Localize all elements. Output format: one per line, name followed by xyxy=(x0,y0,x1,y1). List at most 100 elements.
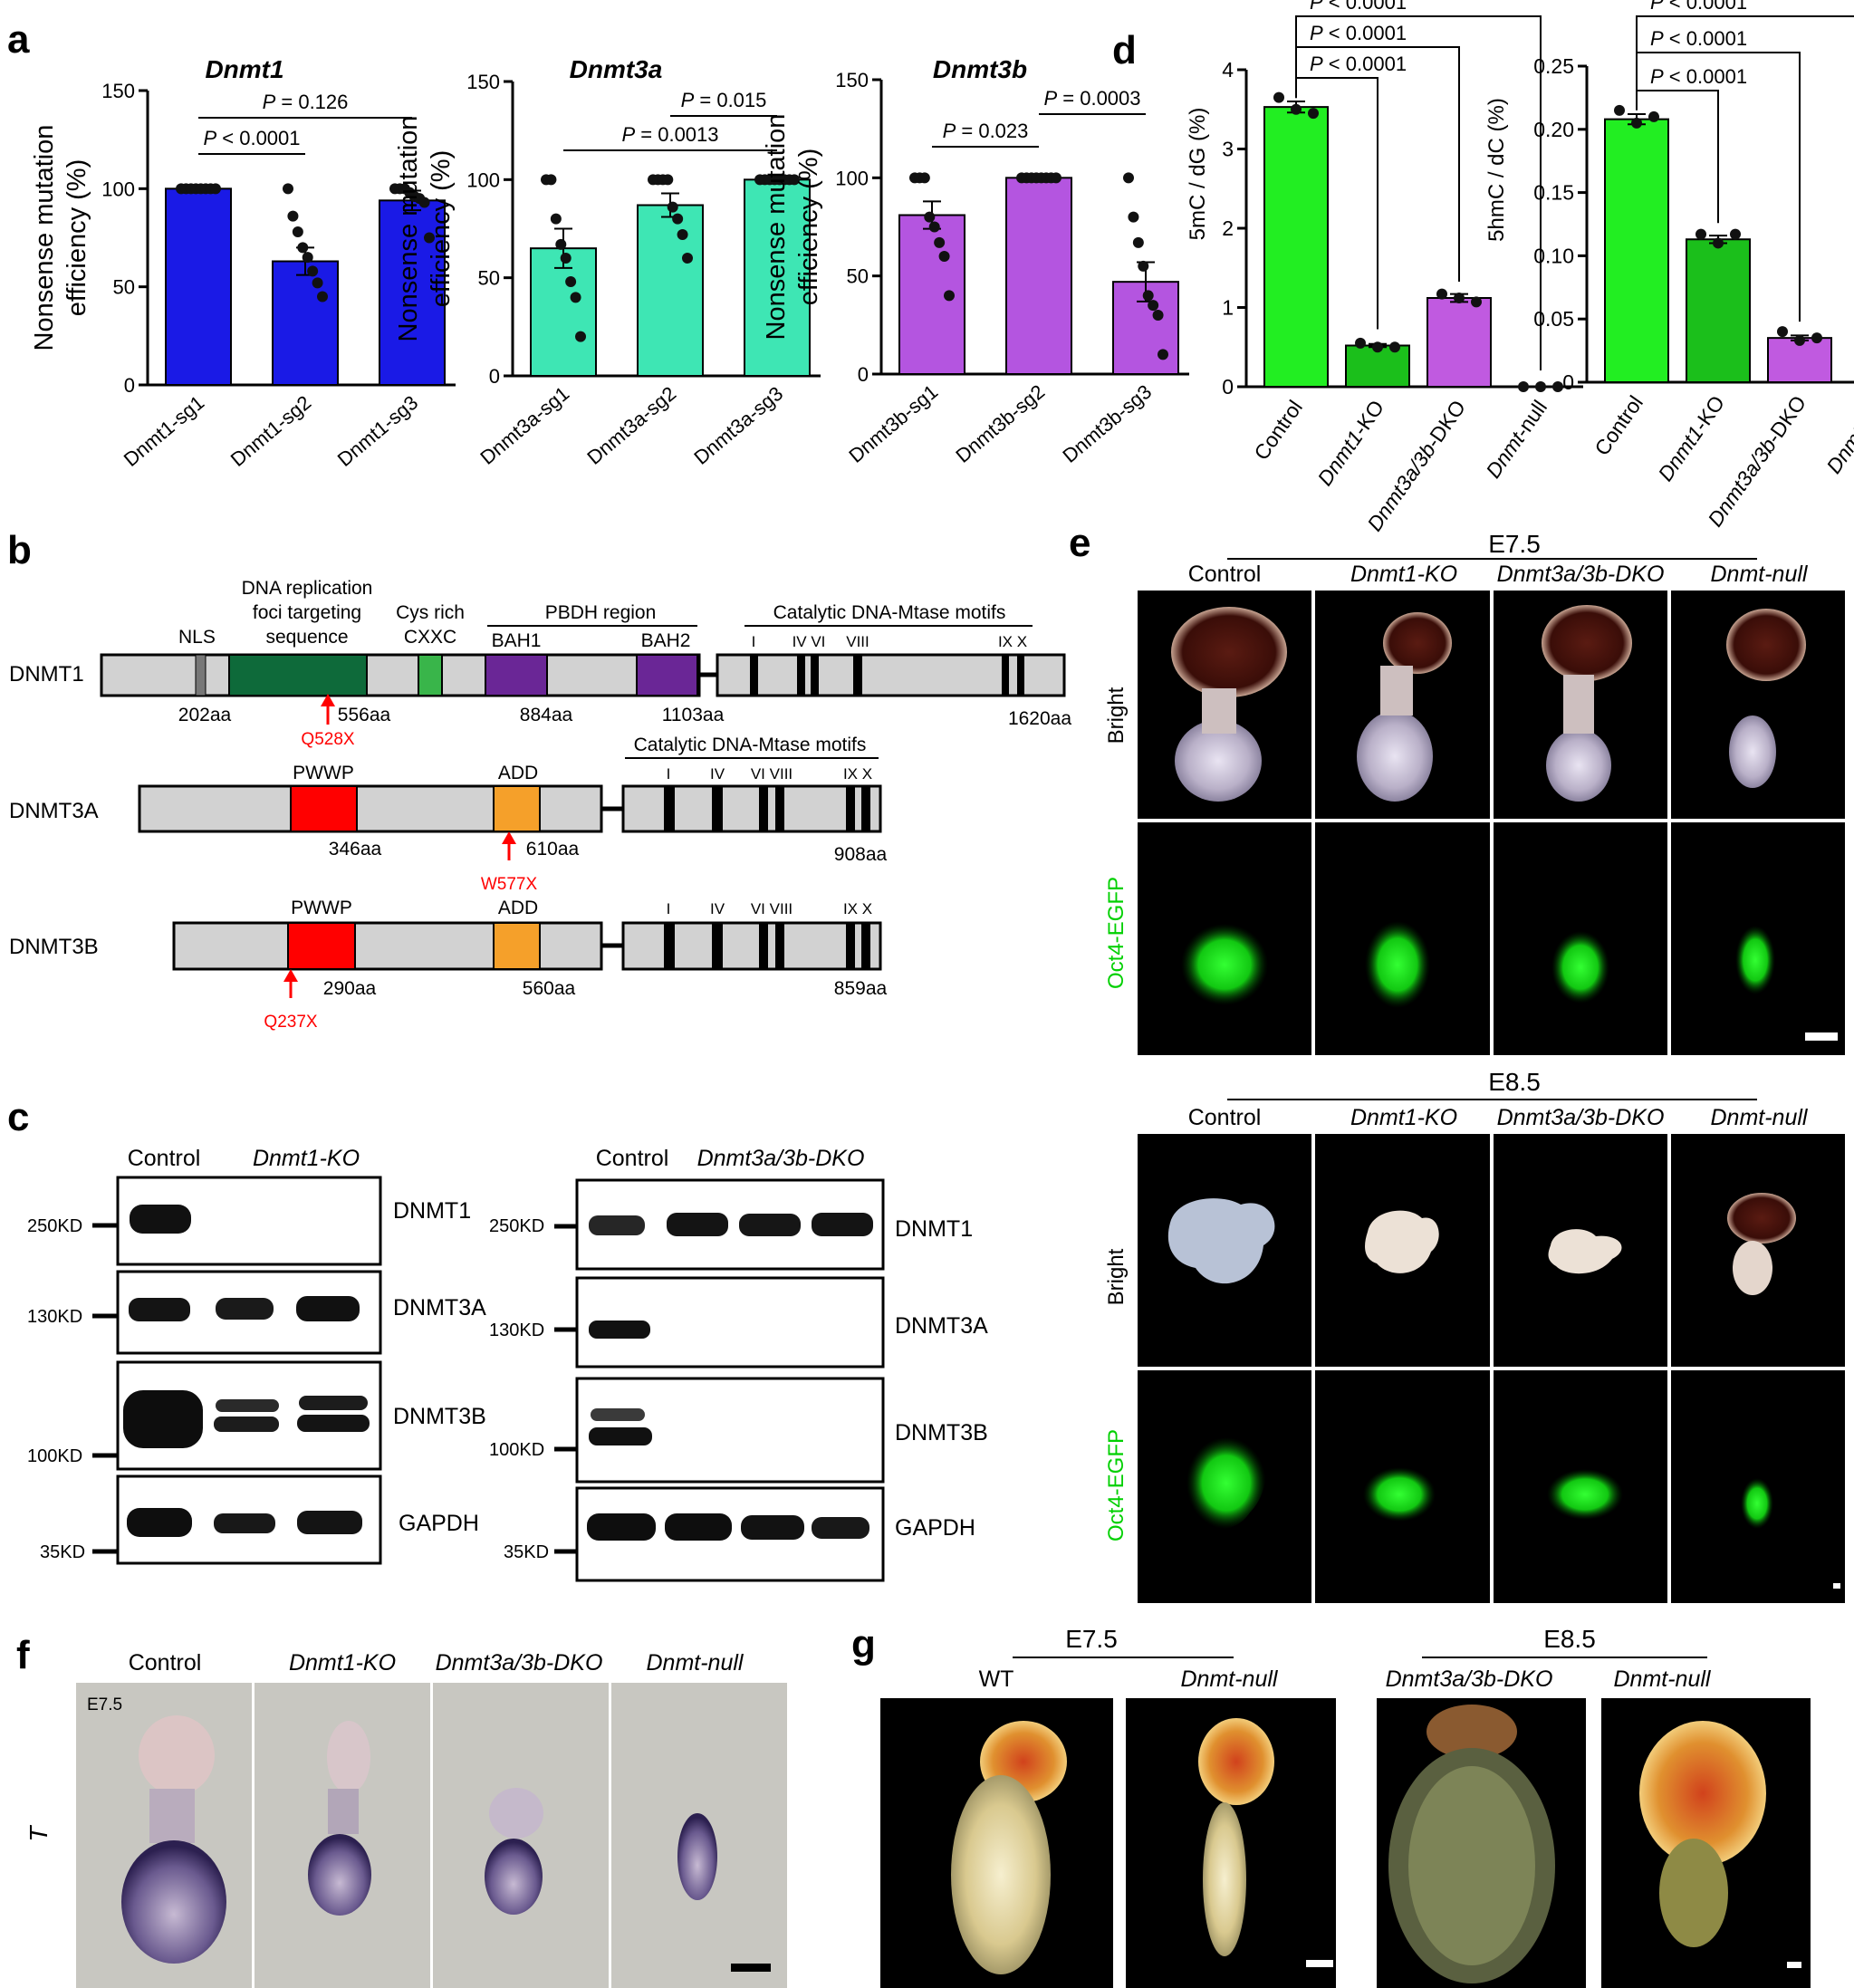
dnmt1-motif-vi xyxy=(811,655,819,696)
category-label: Control xyxy=(1249,396,1307,465)
data-point xyxy=(560,253,572,264)
e75-egfp-control-glow xyxy=(1181,924,1268,1005)
e75-bright-dko-body xyxy=(1546,729,1611,802)
dnmt1-bah2-domain xyxy=(636,654,698,696)
data-point xyxy=(312,277,323,289)
dnmt3a-pos-346: 346aa xyxy=(329,839,382,860)
data-point xyxy=(1051,172,1061,184)
dnmt1-nls-label: NLS xyxy=(178,627,216,648)
data-point xyxy=(1695,228,1706,240)
data-point xyxy=(555,238,567,250)
p-value-label: P < 0.0001 xyxy=(1310,53,1407,75)
blot-right-lane-control: Control xyxy=(596,1146,669,1171)
blot-left-gapdh-band-3 xyxy=(297,1511,362,1534)
data-point xyxy=(682,253,693,264)
data-point xyxy=(1389,341,1400,353)
f-col-null: Dnmt-null xyxy=(647,1650,744,1676)
dnmt3a-add-label: ADD xyxy=(498,763,538,783)
p-value-bracket xyxy=(1295,15,1542,370)
category-label: Control xyxy=(1590,391,1647,460)
data-point xyxy=(1273,91,1284,103)
data-point xyxy=(317,291,328,303)
dnmt3b-motif-label-ixx: IX X xyxy=(843,900,872,917)
dnmt3a-protein-label: DNMT3A xyxy=(9,799,99,823)
blot-left-dnmt3b-band-1 xyxy=(123,1390,203,1448)
data-point xyxy=(545,174,557,186)
dnmt1-pbdh-label: PBDH region xyxy=(545,602,657,623)
p-value-label: P < 0.0001 xyxy=(1650,0,1747,14)
g-col-wt: WT xyxy=(979,1666,1014,1692)
dnmt3b-add-domain xyxy=(493,922,541,970)
y-tick-label: 0.05 xyxy=(1533,307,1574,331)
blot-left-gapdh-band-1 xyxy=(127,1508,192,1537)
blot-left-marker-35: 35KD xyxy=(40,1542,85,1562)
y-axis-label-line1: Nonsense mutation xyxy=(30,125,59,351)
dnmt1-motif-ix xyxy=(1002,655,1009,696)
dnmt3a-motif-x xyxy=(861,786,870,831)
category-label: Dnmt-null xyxy=(1481,396,1551,483)
f-dnmt1ko-head xyxy=(327,1721,370,1793)
blot-left-dnmt3a-band-2 xyxy=(216,1298,274,1320)
data-point xyxy=(1152,310,1164,321)
p-value-label: P < 0.0001 xyxy=(1650,27,1747,50)
dnmt1-foci-label-2: foci targeting xyxy=(253,602,361,623)
category-label: Dnmt3b-sg3 xyxy=(1058,380,1156,467)
p-value-label: P = 0.015 xyxy=(681,89,767,111)
chart-title: Dnmt3a xyxy=(570,55,663,83)
y-tick-label: 50 xyxy=(113,276,135,299)
panel-e-e75: E7.5 Control Dnmt1-KO Dnmt3a/3b-DKO Dnmt… xyxy=(1104,530,1845,1055)
dnmt1-motif-iv xyxy=(797,655,805,696)
bar xyxy=(272,260,339,386)
e75-egfp-dnmt1ko-glow xyxy=(1365,921,1430,1008)
blot-right-dnmt1-band-3 xyxy=(739,1214,801,1236)
data-point xyxy=(1355,337,1366,349)
panel-b-dnmt3a: DNMT3A PWWP ADD Catalytic DNA-Mtase moti… xyxy=(9,735,888,894)
y-tick-label: 0.15 xyxy=(1533,181,1574,205)
blot-right-dnmt1-band-1 xyxy=(589,1215,645,1235)
blot-right-marker-130: 130KD xyxy=(489,1321,544,1340)
e85-col-null: Dnmt-null xyxy=(1711,1105,1809,1130)
dnmt3b-pwwp-label: PWWP xyxy=(291,898,352,918)
f-scale-bar xyxy=(731,1964,771,1972)
dnmt3b-catalytic-bar xyxy=(621,921,882,971)
dnmt3b-mutation-arrowhead xyxy=(283,969,298,982)
dnmt1-catalytic-bar xyxy=(716,653,1066,697)
e75-bright-control-body xyxy=(1175,720,1262,802)
dnmt1-nls-domain xyxy=(195,654,207,696)
g-null2-head xyxy=(1639,1721,1766,1866)
dnmt3a-mutation-label: W577X xyxy=(481,875,538,894)
data-point xyxy=(1123,172,1134,184)
e75-col-dko: Dnmt3a/3b-DKO xyxy=(1497,562,1665,587)
dnmt3a-catalytic-bar xyxy=(621,784,882,833)
panel-letter-f: f xyxy=(16,1633,30,1677)
blot-left-dnmt3b-band-2b xyxy=(214,1417,279,1432)
data-point xyxy=(1552,381,1563,392)
y-tick-label: 1 xyxy=(1222,296,1234,320)
dnmt3a-motif-iv xyxy=(712,786,723,831)
e75-bright-dnmt1ko-neck xyxy=(1380,666,1413,715)
panel-g: E7.5 E8.5 WT Dnmt-null Dnmt3a/3b-DKO Dnm… xyxy=(880,1625,1811,1988)
f-stage-label: E7.5 xyxy=(87,1695,122,1714)
e75-bright-null-body xyxy=(1729,715,1776,788)
dnmt1-mutation-label: Q528X xyxy=(301,730,354,749)
category-label: Dnmt3a-sg1 xyxy=(476,382,573,469)
bar xyxy=(898,214,965,375)
bar xyxy=(637,204,704,377)
p-value-label: P < 0.0001 xyxy=(1310,22,1407,44)
dnmt3a-motif-ix xyxy=(846,786,855,831)
y-tick-label: 150 xyxy=(101,80,135,102)
dnmt3b-protein-label: DNMT3B xyxy=(9,935,99,959)
y-tick-label: 50 xyxy=(478,267,500,290)
p-value-label: P < 0.0001 xyxy=(1310,0,1407,14)
e85-bright-control-embryo xyxy=(1167,1198,1275,1284)
p-value-label: P = 0.0003 xyxy=(1043,87,1140,110)
data-point xyxy=(1811,332,1822,344)
dnmt1-motif-i xyxy=(750,655,758,696)
data-point xyxy=(1142,290,1154,302)
p-value-label: P = 0.023 xyxy=(943,120,1029,142)
blot-right-label-dnmt3b: DNMT3B xyxy=(895,1420,988,1445)
dnmt3a-pos-610: 610aa xyxy=(526,839,580,860)
